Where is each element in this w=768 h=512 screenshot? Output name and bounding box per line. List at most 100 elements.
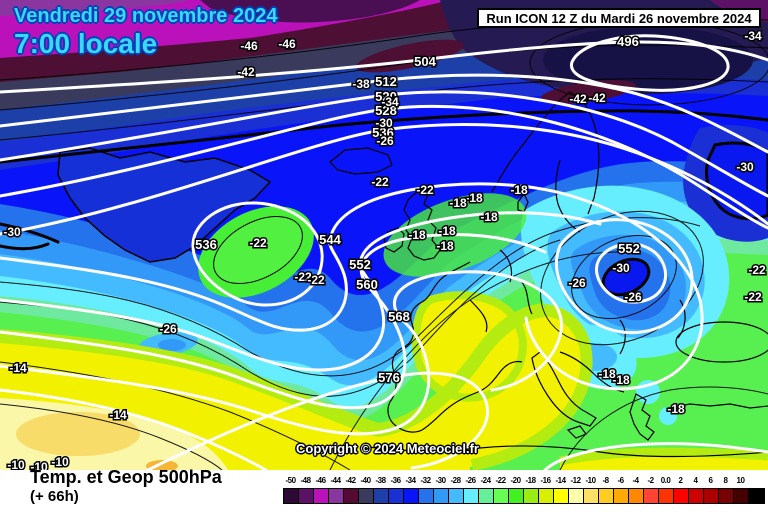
colorbar-labels: -50 -48 -46 -44 -42 -40 -38 -36 -34 -32 -30 -28 -26-… bbox=[283, 476, 765, 487]
temperature-label: -26 bbox=[624, 290, 642, 304]
temperature-label: -22 bbox=[744, 290, 762, 304]
geopotential-label: 560 bbox=[356, 277, 378, 292]
temperature-label: -42 bbox=[237, 65, 255, 79]
temperature-label: -22 bbox=[307, 273, 325, 287]
colorbar-cell bbox=[464, 489, 479, 503]
temperature-label: -10 bbox=[7, 458, 25, 470]
colorbar-cell bbox=[644, 489, 659, 503]
geopotential-label: 496 bbox=[617, 34, 639, 49]
colorbar-cell bbox=[479, 489, 494, 503]
title-block: Vendredi 29 novembre 2024 7:00 locale bbox=[14, 5, 278, 59]
temperature-label: -18 bbox=[480, 210, 498, 224]
bold-temp-contours bbox=[0, 109, 768, 251]
colorbar-cell bbox=[584, 489, 599, 503]
geopotential-label: 552 bbox=[349, 257, 371, 272]
map-title: Temp. et Geop 500hPa bbox=[30, 467, 222, 487]
temperature-label: -26 bbox=[376, 134, 394, 148]
colorbar-tick-label: -26 bbox=[465, 476, 476, 485]
colorbar-tick-label: -30 bbox=[435, 476, 446, 485]
temperature-label: -34 bbox=[381, 95, 399, 109]
colorbar-cell bbox=[719, 489, 734, 503]
temperature-label: -30 bbox=[375, 116, 393, 130]
colorbar-tick-label: -6 bbox=[617, 476, 624, 485]
temperature-label: -22 bbox=[371, 175, 389, 189]
colorbar-tick-label: 10 bbox=[736, 476, 745, 485]
band-darkpurple bbox=[200, 0, 420, 23]
temperature-label: -22 bbox=[294, 270, 312, 284]
geopotential-label: 536 bbox=[372, 125, 394, 140]
colorbar-cell bbox=[449, 489, 464, 503]
colorbar-cell bbox=[614, 489, 629, 503]
temperature-label: -22 bbox=[416, 183, 434, 197]
colorbar-cell bbox=[329, 489, 344, 503]
temperature-label: -18 bbox=[449, 196, 467, 210]
colorbar-cell bbox=[704, 489, 719, 503]
colorbar-cell bbox=[299, 489, 314, 503]
colorbar-cell bbox=[524, 489, 539, 503]
colorbar-tick-label: -40 bbox=[360, 476, 371, 485]
geopotential-label: 576 bbox=[378, 370, 400, 385]
colorbar-tick-label: -18 bbox=[525, 476, 536, 485]
colorbar-cell bbox=[344, 489, 359, 503]
colorbar-cell bbox=[539, 489, 554, 503]
colorbar-tick-label: -42 bbox=[345, 476, 356, 485]
colorbar-tick-label: -10 bbox=[585, 476, 596, 485]
colorbar-cell bbox=[374, 489, 389, 503]
colorbar-cell bbox=[509, 489, 524, 503]
colorbar-cell bbox=[434, 489, 449, 503]
colorbar-tick-label: -28 bbox=[450, 476, 461, 485]
colorbar-cell bbox=[389, 489, 404, 503]
temperature-label: -14 bbox=[109, 408, 127, 422]
temperature-label: -18 bbox=[598, 367, 616, 381]
colorbar-tick-label: -32 bbox=[420, 476, 431, 485]
temperature-label: -34 bbox=[744, 29, 762, 43]
colorbar-cell bbox=[554, 489, 569, 503]
temperature-colorbar: -50 -48 -46 -44 -42 -40 -38 -36 -34 -32 -30 -28 -26-… bbox=[283, 476, 765, 504]
date-line: Vendredi 29 novembre 2024 bbox=[14, 5, 278, 27]
temperature-label: -22 bbox=[748, 263, 766, 277]
geopotential-label: 552 bbox=[618, 241, 640, 256]
colorbar-cell bbox=[569, 489, 584, 503]
temperature-label: -30 bbox=[3, 225, 21, 239]
temperature-label: -26 bbox=[568, 276, 586, 290]
colorbar-cell bbox=[359, 489, 374, 503]
temperature-label: -18 bbox=[408, 228, 426, 242]
colorbar-cell bbox=[659, 489, 674, 503]
colorbar-tick-label: 8 bbox=[723, 476, 728, 485]
green-low-inner bbox=[213, 216, 303, 284]
colorbar-cell bbox=[314, 489, 329, 503]
temperature-label: -10 bbox=[30, 460, 48, 470]
run-info-box: Run ICON 12 Z du Mardi 26 novembre 2024 bbox=[477, 8, 761, 28]
colorbar-tick-label: -4 bbox=[632, 476, 639, 485]
gold-patch bbox=[16, 412, 140, 456]
band-purple-strip bbox=[0, 0, 190, 16]
temperature-label: -18 bbox=[436, 239, 454, 253]
geopotential-label: 568 bbox=[388, 309, 410, 324]
map-forecast-hour: (+ 66h) bbox=[30, 487, 79, 505]
aegean-cyan-2 bbox=[659, 407, 677, 425]
colorbar-cell bbox=[734, 489, 749, 503]
temperature-label: -18 bbox=[667, 402, 685, 416]
colorbar-tick-label: -38 bbox=[375, 476, 386, 485]
geopotential-label: 544 bbox=[319, 232, 341, 247]
colorbar-cell bbox=[284, 489, 299, 503]
colorbar-cell bbox=[404, 489, 419, 503]
temperature-label: -18 bbox=[465, 191, 483, 205]
colorbar-tick-label: -2 bbox=[647, 476, 654, 485]
temperature-label: -18 bbox=[612, 373, 630, 387]
temperature-label: -22 bbox=[249, 236, 267, 250]
colorbar-cell bbox=[749, 489, 764, 503]
geopotential-label: 512 bbox=[375, 74, 397, 89]
colorbar-cell bbox=[599, 489, 614, 503]
colorbar-cell bbox=[674, 489, 689, 503]
temperature-label: -42 bbox=[588, 91, 606, 105]
geopotential-contours bbox=[0, 34, 768, 470]
colorbar-tick-label: -34 bbox=[405, 476, 416, 485]
temperature-label: -30 bbox=[736, 160, 754, 174]
colorbar-cells bbox=[283, 488, 765, 504]
temperature-label: -10 bbox=[51, 455, 69, 469]
footer: Temp. et Geop 500hPa (+ 66h) bbox=[30, 467, 222, 505]
